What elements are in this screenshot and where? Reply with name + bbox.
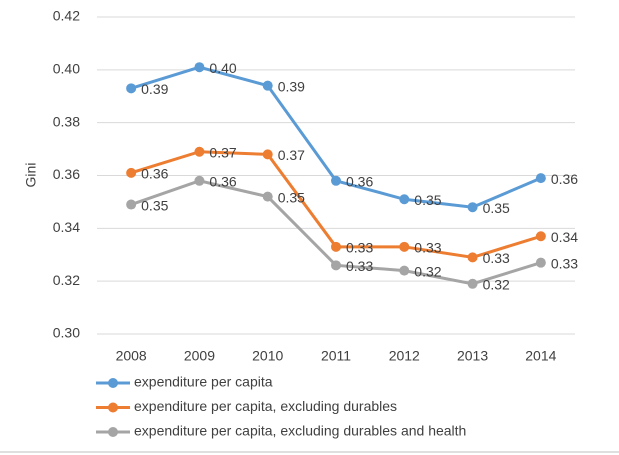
y-tick-label: 0.36	[53, 166, 80, 182]
data-label: 0.36	[209, 173, 236, 189]
x-tick-label: 2012	[389, 348, 420, 364]
data-label: 0.35	[278, 189, 305, 205]
y-tick-label: 0.38	[53, 113, 80, 129]
data-label: 0.32	[483, 277, 510, 293]
point	[126, 199, 137, 210]
data-label: 0.33	[551, 255, 578, 271]
x-tick-label: 2011	[321, 348, 351, 364]
point	[535, 257, 546, 268]
data-label: 0.36	[551, 171, 578, 187]
x-tick-label: 2010	[252, 348, 283, 364]
point	[399, 265, 410, 276]
point	[467, 278, 478, 289]
y-axis-title: Gini	[23, 163, 39, 188]
point	[467, 202, 478, 213]
data-label: 0.33	[346, 240, 373, 256]
point	[535, 173, 546, 184]
point	[126, 83, 137, 94]
legend-marker	[108, 402, 118, 413]
data-label: 0.32	[414, 263, 441, 279]
point	[331, 241, 341, 252]
series-line	[130, 65, 542, 209]
point	[194, 175, 205, 186]
point	[399, 194, 410, 205]
x-tick-label: 2014	[525, 348, 556, 364]
point	[262, 80, 273, 91]
data-label: 0.39	[141, 81, 168, 97]
legend-marker	[108, 378, 118, 388]
data-label: 0.36	[141, 166, 168, 182]
point	[331, 175, 341, 186]
legend-label: expenditure per capita, excluding durabl…	[134, 423, 466, 439]
point	[467, 252, 478, 263]
point	[399, 241, 410, 252]
data-label: 0.35	[483, 200, 510, 216]
data-label: 0.36	[346, 173, 373, 189]
data-label: 0.35	[141, 197, 168, 213]
y-tick-label: 0.32	[53, 272, 80, 288]
y-tick-label: 0.42	[53, 8, 80, 24]
data-label: 0.40	[209, 60, 236, 76]
point	[126, 167, 137, 178]
data-label: 0.33	[346, 258, 373, 274]
legend-marker	[108, 427, 118, 437]
data-label: 0.33	[483, 250, 510, 266]
legend-label: expenditure per capita	[134, 374, 273, 390]
data-label: 0.39	[278, 78, 305, 94]
legend-label: expenditure per capita, excluding durabl…	[134, 398, 397, 414]
point	[262, 191, 273, 202]
data-label: 0.35	[414, 192, 441, 208]
point	[535, 231, 546, 242]
data-label: 0.37	[278, 147, 305, 163]
y-tick-label: 0.40	[53, 61, 80, 77]
data-label: 0.33	[414, 240, 441, 256]
point	[194, 146, 205, 157]
y-tick-label: 0.34	[53, 219, 80, 235]
y-tick-label: 0.30	[53, 325, 80, 341]
point	[262, 149, 273, 160]
x-tick-label: 2008	[116, 348, 147, 364]
point	[194, 62, 205, 73]
x-tick-label: 2013	[457, 348, 488, 364]
data-label: 0.37	[209, 144, 236, 160]
x-tick-label: 2009	[184, 348, 215, 364]
point	[331, 260, 341, 271]
data-label: 0.34	[551, 229, 578, 245]
